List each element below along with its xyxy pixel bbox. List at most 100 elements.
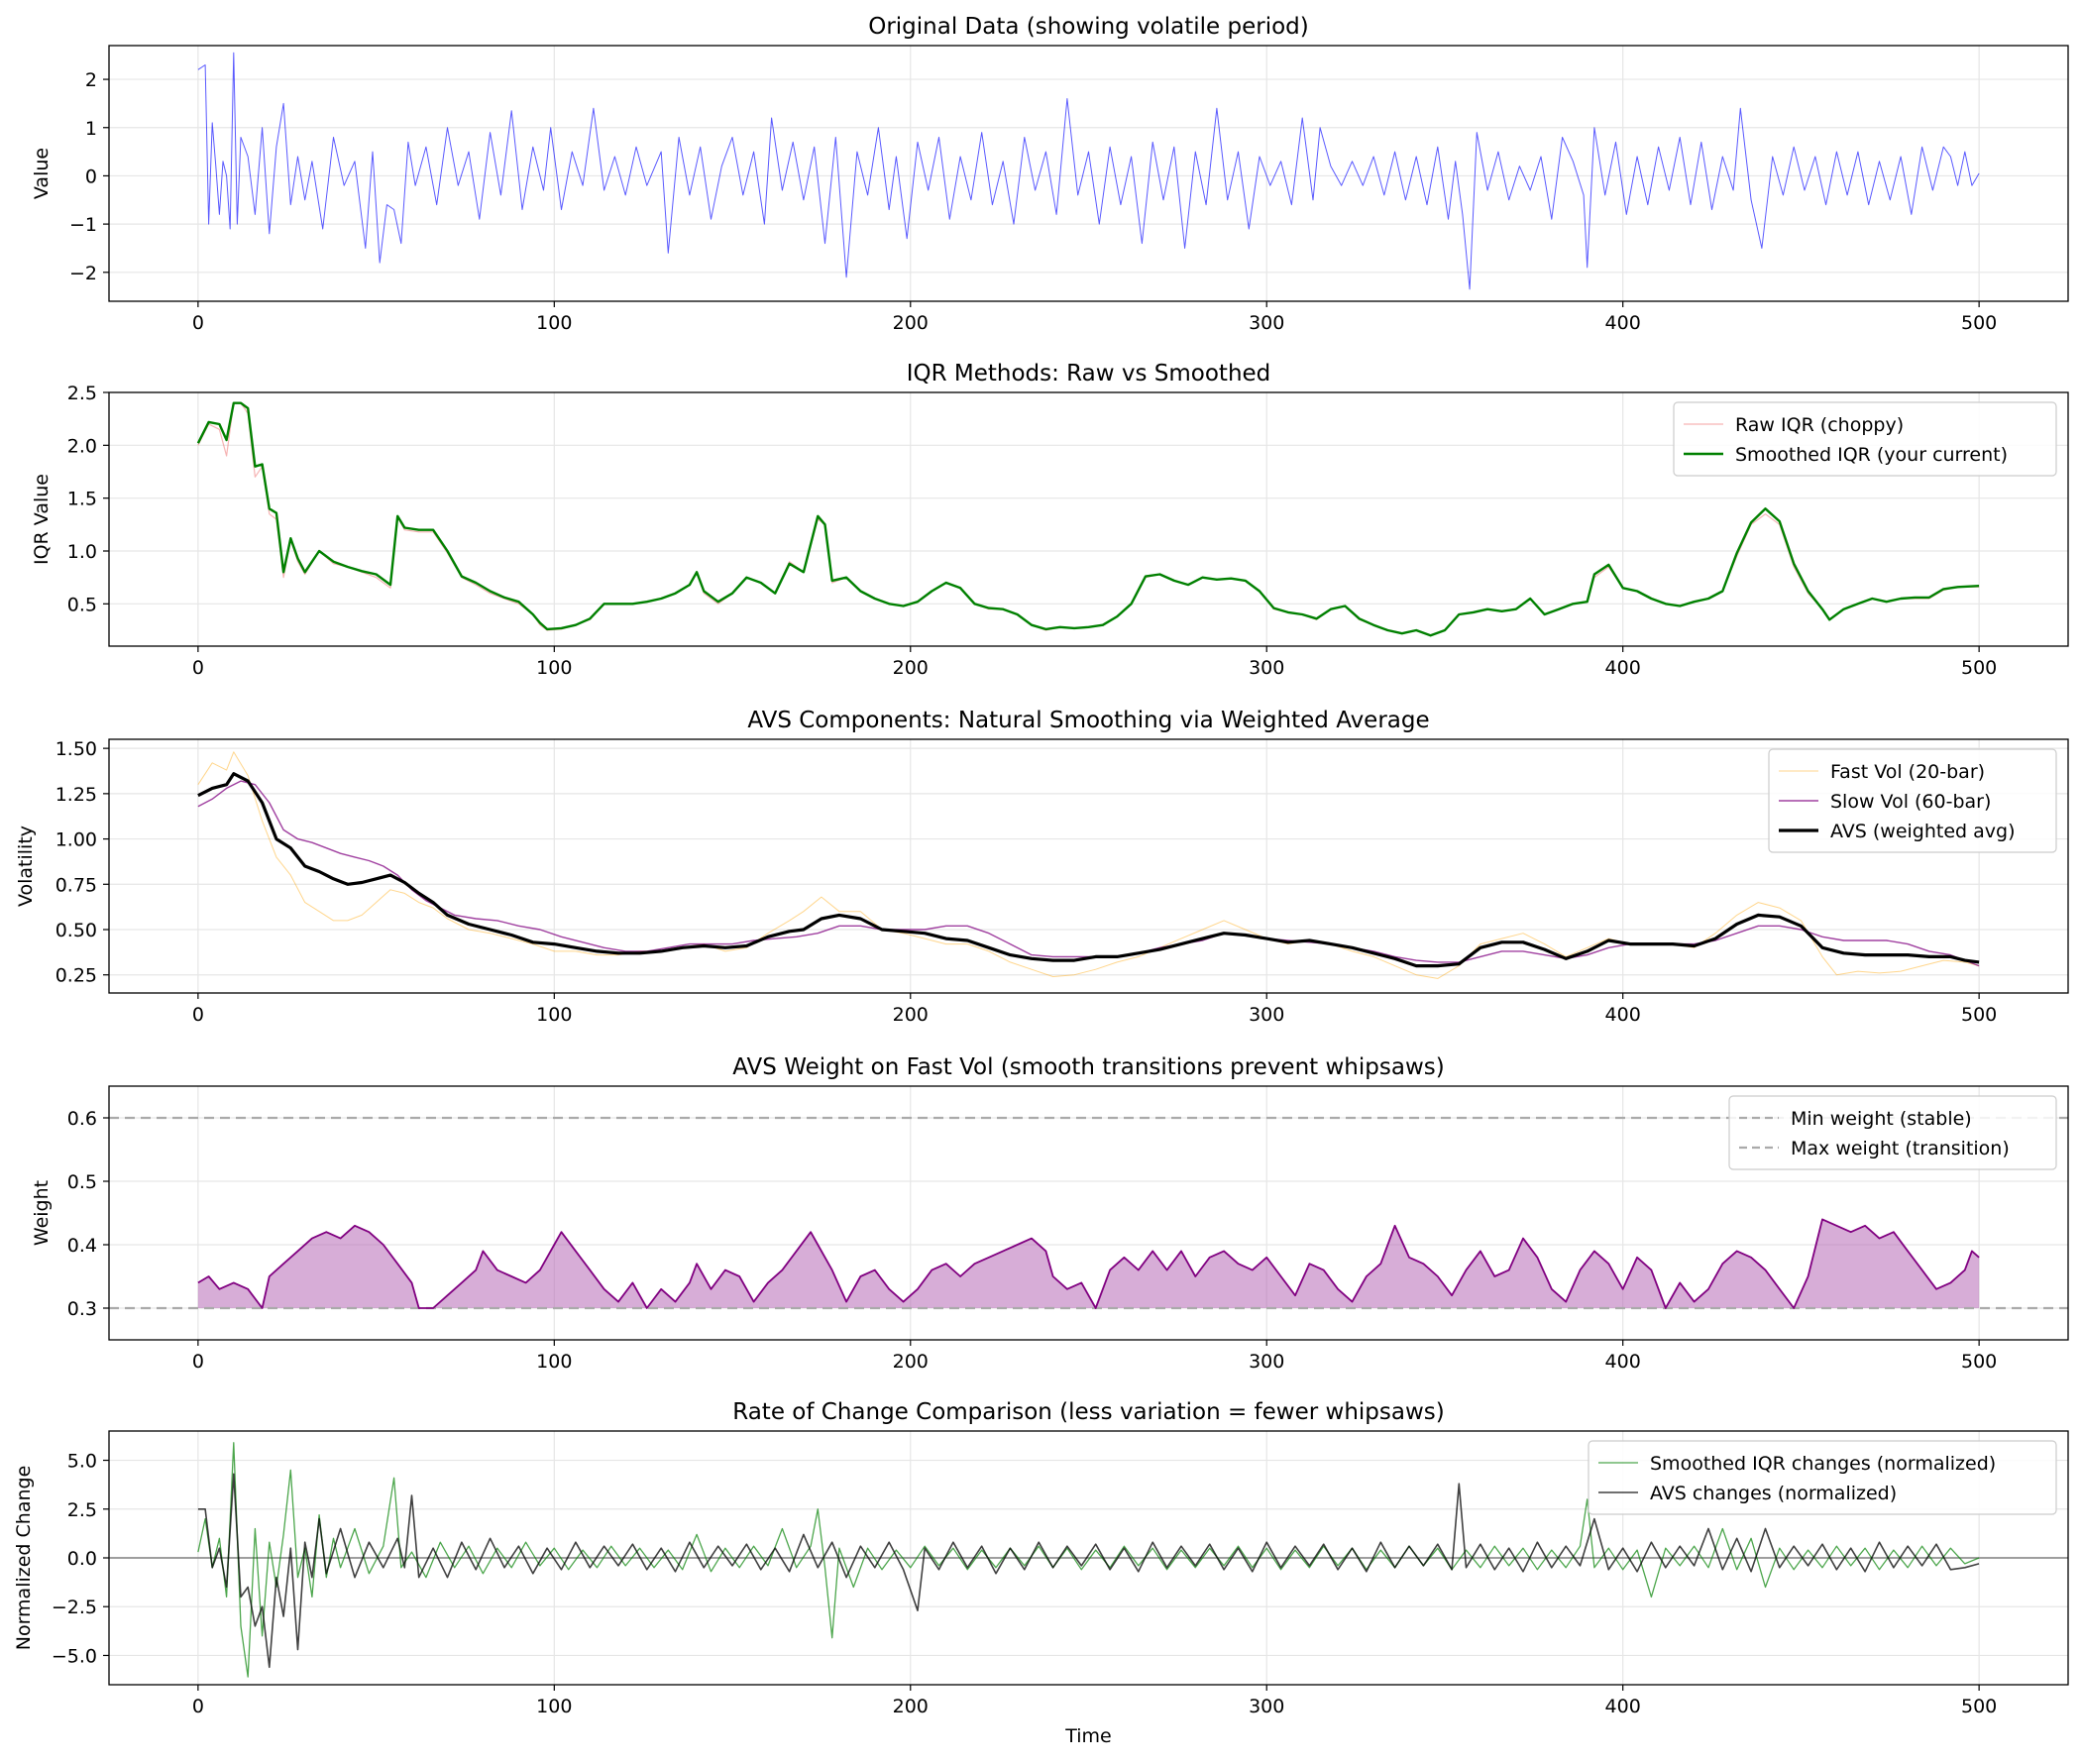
x-tick-label: 100: [536, 312, 572, 334]
y-tick-label: 0.3: [67, 1298, 97, 1320]
y-tick-label: 0.6: [67, 1108, 97, 1130]
series-line-2: [197, 780, 1980, 967]
chart-title: Original Data (showing volatile period): [868, 14, 1309, 40]
legend: Smoothed IQR changes (normalized) AVS cha…: [1588, 1440, 2057, 1515]
x-tick-label: 300: [1249, 1351, 1284, 1373]
x-tick-label: 400: [1605, 1004, 1641, 1026]
y-tick-label: −2: [69, 263, 97, 284]
y-tick-label: 0.50: [55, 920, 97, 941]
y-tick-label: 1.0: [67, 541, 97, 563]
y-tick-label: 0: [85, 165, 97, 187]
y-axis-label: Normalized Change: [13, 1466, 35, 1651]
y-tick-label: −5.0: [52, 1645, 97, 1667]
y-tick-label: 1.25: [55, 784, 97, 806]
legend-label: Raw IQR (choppy): [1735, 414, 1904, 436]
legend-label: Max weight (transition): [1791, 1138, 2010, 1159]
x-tick-label: 100: [536, 657, 572, 679]
x-tick-label: 400: [1605, 312, 1641, 334]
x-tick-label: 200: [893, 1696, 929, 1717]
legend: Fast Vol (20-bar) Slow Vol (60-bar) AVS (w…: [1768, 748, 2057, 853]
x-tick-label: 0: [192, 1696, 204, 1717]
plot-area: [109, 1116, 2068, 1310]
plot-area: [197, 751, 1980, 979]
plot-area: [196, 401, 1980, 637]
legend-label: Smoothed IQR (your current): [1735, 444, 2008, 466]
legend-box: [1673, 401, 2057, 477]
y-tick-label: 2.5: [67, 383, 97, 404]
x-tick-label: 400: [1605, 1351, 1641, 1373]
x-tick-label: 500: [1961, 1351, 1997, 1373]
x-tick-label: 300: [1249, 657, 1284, 679]
legend-box: [1588, 1440, 2057, 1515]
series-line-2: [196, 401, 1980, 637]
legend: Raw IQR (choppy) Smoothed IQR (your curre…: [1673, 401, 2057, 477]
x-tick-label: 200: [893, 1351, 929, 1373]
legend-label: AVS (weighted avg): [1830, 821, 2016, 842]
y-tick-label: −2.5: [52, 1597, 97, 1618]
axes-frame: [108, 1085, 2069, 1341]
x-tick-label: 400: [1605, 1696, 1641, 1717]
chart-title: Rate of Change Comparison (less variatio…: [732, 1399, 1445, 1425]
axes-frame: [108, 738, 2069, 994]
series-line-1: [197, 1218, 1980, 1309]
x-tick-label: 0: [192, 657, 204, 679]
y-tick-label: 0.25: [55, 965, 97, 987]
y-tick-label: 1.50: [55, 738, 97, 760]
y-axis-label: Value: [31, 148, 53, 199]
series-line-2: [197, 1473, 1980, 1669]
legend: Min weight (stable) Max weight (transitio…: [1728, 1095, 2057, 1170]
y-tick-label: 2: [85, 69, 97, 91]
x-tick-label: 0: [192, 312, 204, 334]
y-tick-label: 0.5: [67, 594, 97, 615]
chart-title: AVS Components: Natural Smoothing via We…: [747, 708, 1429, 733]
x-tick-label: 200: [893, 657, 929, 679]
x-tick-label: 0: [192, 1351, 204, 1373]
y-tick-label: 0.5: [67, 1171, 97, 1193]
chart-title: IQR Methods: Raw vs Smoothed: [907, 361, 1271, 386]
x-tick-label: 500: [1961, 657, 1997, 679]
y-tick-label: 0.4: [67, 1235, 97, 1257]
y-tick-label: 2.5: [67, 1499, 97, 1521]
axes-frame: [108, 45, 2069, 302]
series-line-1: [197, 1442, 1980, 1678]
y-tick-label: 1.00: [55, 829, 97, 851]
x-tick-label: 500: [1961, 1696, 1997, 1717]
x-tick-label: 100: [536, 1696, 572, 1717]
x-axis-label: Time: [1064, 1725, 1112, 1747]
series-line-1: [197, 751, 1980, 979]
x-tick-label: 500: [1961, 312, 1997, 334]
y-tick-label: 0.0: [67, 1548, 97, 1570]
y-tick-label: 1: [85, 118, 97, 140]
legend-label: Smoothed IQR changes (normalized): [1650, 1453, 1996, 1475]
chart-panel-3: 0 100 200 300 400 500 0.25 0.50 0.75 1.00 1.25 1.50…: [15, 708, 2069, 1026]
x-tick-label: 200: [893, 312, 929, 334]
legend-label: AVS changes (normalized): [1650, 1483, 1897, 1504]
x-tick-label: 400: [1605, 657, 1641, 679]
y-tick-label: −1: [69, 214, 97, 236]
legend-box: [1728, 1095, 2057, 1170]
x-tick-label: 300: [1249, 312, 1284, 334]
chart-panel-4: 0 100 200 300 400 500 0.3 0.4 0.5 0.6 AVS Weight o…: [31, 1054, 2069, 1373]
chart-panel-2: 0 100 200 300 400 500 0.5 1.0 1.5 2.0 2.5 IQR Metho…: [31, 361, 2069, 679]
legend-label: Fast Vol (20-bar): [1830, 761, 1985, 783]
plot-area: [109, 1442, 2068, 1678]
y-tick-label: 0.75: [55, 874, 97, 896]
legend-label: Slow Vol (60-bar): [1830, 791, 1991, 813]
y-axis-label: IQR Value: [31, 474, 53, 565]
legend-label: Min weight (stable): [1791, 1108, 1972, 1130]
legend-box: [1768, 748, 2057, 853]
axes-frame: [108, 391, 2069, 647]
y-tick-label: 1.5: [67, 489, 97, 510]
plot-area: [197, 52, 1980, 290]
y-axis-label: Weight: [31, 1180, 53, 1246]
chart-panel-5: 0 100 200 300 400 500 −5.0 −2.5 0.0 2.5 5.0 Rate of…: [13, 1399, 2069, 1747]
x-tick-label: 100: [536, 1351, 572, 1373]
y-tick-label: 2.0: [67, 435, 97, 457]
x-tick-label: 0: [192, 1004, 204, 1026]
x-tick-label: 300: [1249, 1696, 1284, 1717]
area-fill-1: [197, 1219, 1980, 1308]
y-tick-label: 5.0: [67, 1451, 97, 1473]
chart-panel-1: 0 100 200 300 400 500 −2 −1 0 1 2 Original Data (sh…: [31, 14, 2069, 334]
x-tick-label: 100: [536, 1004, 572, 1026]
